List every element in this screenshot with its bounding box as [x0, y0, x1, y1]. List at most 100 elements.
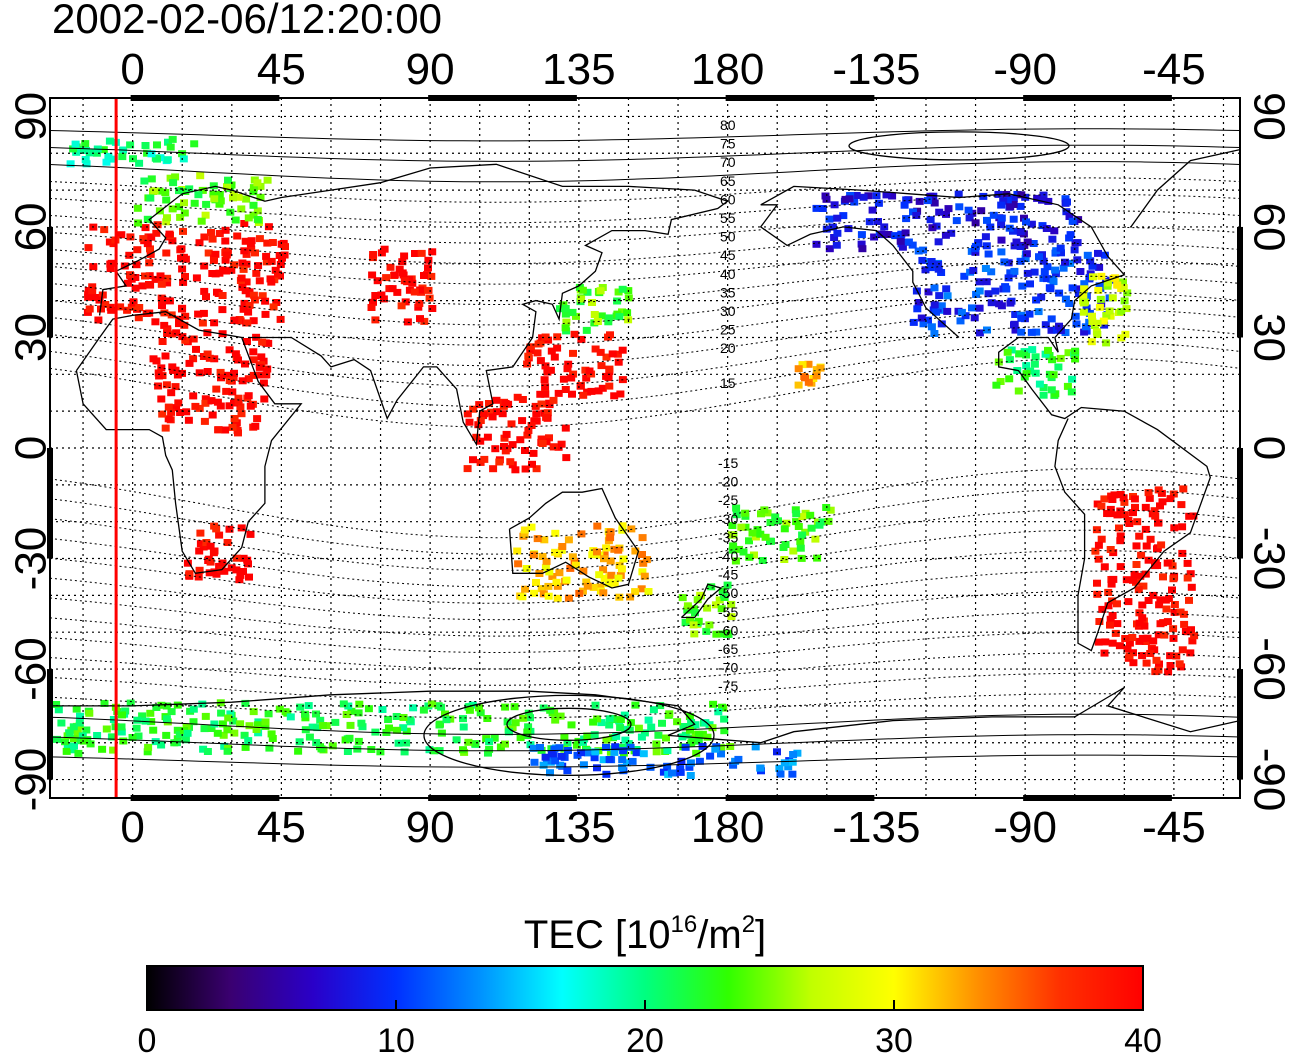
tec-sample [247, 237, 256, 245]
tec-sample [480, 455, 489, 463]
tec-sample [195, 566, 204, 574]
tec-sample [202, 539, 211, 546]
tec-sample [705, 621, 714, 629]
colorbar-tick-label: 30 [875, 1022, 913, 1057]
tec-sample [654, 731, 663, 739]
contour-line [50, 713, 1240, 735]
tec-sample [1039, 257, 1048, 265]
tec-sample [644, 716, 653, 724]
lat-tick-label: 0 [1244, 436, 1292, 460]
tec-sample [522, 565, 531, 572]
tec-sample [774, 517, 782, 525]
tec-sample [707, 583, 716, 591]
tec-sample [424, 264, 432, 272]
tec-sample [526, 347, 535, 354]
tec-sample [914, 299, 923, 306]
tec-sample [523, 360, 532, 368]
tec-sample [616, 724, 625, 732]
tec-sample [1166, 652, 1175, 660]
tec-sample [850, 198, 859, 206]
tec-sample [244, 737, 253, 745]
tec-sample [748, 529, 757, 537]
contour-line [50, 693, 1240, 719]
tec-sample [81, 147, 90, 154]
tec-sample [926, 264, 935, 272]
tec-sample [555, 744, 564, 752]
tec-sample [530, 758, 539, 766]
tec-sample [1116, 563, 1125, 571]
tec-sample [1065, 300, 1074, 307]
tec-sample [1107, 580, 1116, 588]
tec-sample [246, 402, 255, 410]
contour-line [50, 193, 1240, 224]
lat-tick-label: 30 [1244, 313, 1292, 362]
tec-sample [579, 761, 588, 769]
tec-sample [139, 235, 148, 243]
tec-sample [1146, 650, 1155, 657]
tec-sample [1100, 495, 1109, 503]
tec-sample [780, 525, 789, 533]
tec-sample [459, 723, 468, 731]
tec-sample [400, 277, 409, 285]
tec-sample [912, 212, 921, 219]
tec-sample [66, 160, 75, 168]
tec-sample [709, 700, 718, 708]
tec-sample [225, 346, 234, 354]
tec-sample [1178, 646, 1187, 654]
tec-sample [233, 232, 242, 240]
tec-sample [118, 153, 127, 161]
tec-sample [1010, 267, 1019, 275]
tec-sample [952, 217, 961, 225]
map-plot-area: 80 75 70 65 60 55 50 45 40 35 30 25 20 15 -15 -20 -25 -30… [47, 95, 1243, 801]
tec-sample [244, 308, 253, 316]
lon-tick-label: -135 [832, 803, 920, 852]
tec-sample [162, 731, 171, 739]
tec-sample [997, 214, 1006, 222]
tec-sample [216, 368, 225, 376]
tec-sample [262, 252, 271, 260]
tec-sample [839, 212, 848, 220]
frame-segment [725, 95, 875, 101]
tec-sample [1031, 353, 1040, 361]
tec-sample [266, 275, 275, 283]
tec-sample [745, 537, 753, 545]
contour-label: -45 [718, 567, 738, 583]
frame-segment [1023, 95, 1172, 101]
tec-sample [243, 556, 252, 564]
tec-sample [479, 412, 488, 420]
tec-sample [578, 286, 587, 294]
tec-sample [232, 419, 241, 427]
tec-sample [1141, 503, 1150, 511]
tec-sample [495, 458, 504, 466]
tec-sample [1080, 328, 1089, 336]
right-latitude-axis: 90 60 30 0 -30 -60 -90 [1244, 92, 1292, 811]
tec-sample [261, 718, 270, 726]
tec-sample [65, 729, 74, 737]
tec-sample [934, 260, 943, 268]
contour-label: 80 [720, 117, 736, 133]
tec-sample [171, 173, 180, 181]
tec-sample [741, 523, 750, 531]
tec-sample [201, 211, 210, 219]
tec-sample [1051, 390, 1060, 398]
tec-sample [1092, 526, 1101, 534]
tec-sample [240, 220, 249, 227]
tec-sample [1150, 507, 1159, 515]
tec-sample [209, 549, 218, 557]
tec-sample [1140, 622, 1149, 630]
tec-sample [618, 756, 627, 764]
tec-sample [530, 417, 539, 425]
tec-sample [243, 338, 251, 345]
tec-sample [227, 266, 236, 274]
tec-sample [610, 392, 619, 400]
tec-sample [551, 757, 560, 765]
tec-sample [598, 384, 607, 392]
tec-sample [583, 582, 592, 590]
tec-sample [1164, 595, 1173, 602]
tec-sample [69, 735, 78, 743]
tec-sample [1047, 315, 1056, 323]
tec-sample [845, 195, 854, 203]
tec-sample [158, 410, 167, 418]
tec-sample [207, 397, 216, 405]
tec-sample [224, 176, 232, 184]
